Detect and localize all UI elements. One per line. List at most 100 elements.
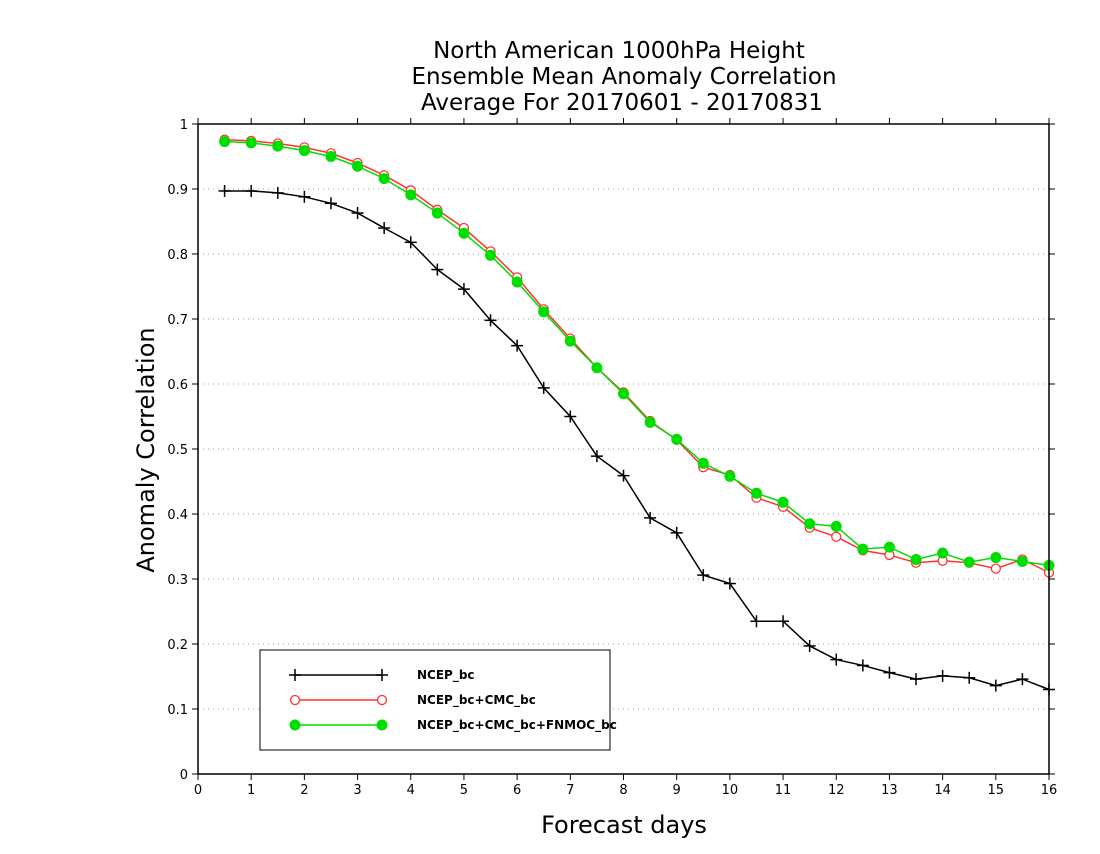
series-line — [224, 140, 1050, 567]
series-2 — [219, 134, 1055, 578]
legend: NCEP_bc NCEP_bc+CMC_bc NCEP_bc+CMC_bc+FNMO… — [259, 649, 617, 751]
legend-marker — [289, 719, 301, 731]
x-tick-label: 14 — [934, 783, 951, 798]
data-point — [325, 151, 337, 162]
data-point — [219, 136, 231, 148]
data-point — [458, 227, 470, 239]
data-point — [883, 541, 895, 553]
x-tick-label: 8 — [619, 783, 627, 798]
data-point — [750, 615, 763, 628]
legend-marker — [376, 719, 388, 731]
x-tick-label: 1 — [247, 783, 255, 798]
data-point — [405, 189, 417, 201]
data-point — [830, 653, 843, 666]
data-point — [324, 197, 337, 210]
series-3 — [219, 136, 1055, 571]
data-point — [697, 569, 710, 582]
y-tick-label: 0.7 — [167, 313, 188, 328]
y-axis-label: Anomaly Correlation — [132, 327, 160, 572]
x-tick-label: 9 — [673, 783, 681, 798]
data-point — [351, 207, 364, 220]
data-point — [883, 666, 896, 679]
data-point — [1016, 673, 1029, 686]
x-tick-label: 7 — [566, 783, 574, 798]
data-point — [856, 659, 869, 672]
data-point — [298, 145, 310, 157]
series-layer — [218, 134, 1055, 696]
data-point — [564, 335, 576, 347]
data-point — [1016, 555, 1028, 567]
x-tick-label: 12 — [828, 783, 845, 798]
data-point — [537, 381, 550, 394]
legend-marker — [289, 694, 301, 706]
y-tick-label: 0.6 — [167, 378, 188, 393]
x-tick-label: 5 — [460, 783, 468, 798]
data-point — [378, 222, 391, 234]
data-point — [591, 362, 603, 374]
gridlines — [198, 188, 1049, 710]
data-point — [803, 639, 816, 652]
y-tick-label: 0.1 — [167, 703, 188, 718]
plot-frame — [197, 123, 1050, 775]
axis-ticks: 00.10.20.30.40.50.60.70.80.910 1 2 3 4 5 6 7 8 9 1… — [167, 118, 1057, 798]
data-point — [644, 416, 656, 428]
data-point — [830, 520, 842, 532]
data-point — [989, 679, 1002, 692]
data-point — [750, 487, 762, 499]
y-tick-label: 1 — [180, 118, 188, 133]
x-tick-label: 0 — [194, 783, 202, 798]
x-tick-label: 13 — [881, 783, 898, 798]
data-point — [245, 137, 257, 149]
legend-marker — [376, 669, 388, 681]
title-line-1: North American 1000hPa Height — [433, 38, 805, 64]
legend-label: NCEP_bc+CMC_bc — [417, 693, 536, 708]
data-point — [697, 457, 709, 469]
y-tick-label: 0.2 — [167, 638, 188, 653]
data-point — [910, 673, 923, 686]
data-point — [617, 469, 630, 482]
data-point — [644, 511, 657, 524]
data-point — [218, 184, 231, 197]
y-tick-label: 0.8 — [167, 248, 188, 263]
x-axis-label: Forecast days — [541, 811, 707, 839]
data-point — [271, 186, 284, 199]
data-point — [777, 496, 789, 508]
data-point — [538, 306, 550, 318]
legend-label: NCEP_bc+CMC_bc+FNMOC_bc — [417, 718, 617, 733]
x-tick-label: 4 — [407, 783, 415, 798]
x-tick-label: 3 — [353, 783, 361, 798]
data-point — [298, 190, 311, 203]
data-point — [564, 410, 577, 423]
series-line — [224, 190, 1050, 691]
data-point — [404, 236, 417, 249]
data-point — [723, 577, 736, 590]
data-point — [590, 450, 603, 463]
x-tick-label: 11 — [775, 783, 792, 798]
y-tick-label: 0.4 — [167, 508, 188, 523]
data-point — [245, 184, 258, 197]
data-point — [671, 433, 683, 445]
data-point — [457, 283, 470, 296]
data-point — [990, 563, 1001, 574]
title-line-3: Average For 20170601 - 20170831 — [421, 90, 823, 116]
data-point — [670, 526, 683, 539]
x-tick-label: 16 — [1041, 783, 1058, 798]
data-point — [352, 160, 364, 172]
data-point — [831, 531, 842, 542]
legend-marker — [376, 694, 388, 706]
title-line-2: Ensemble Mean Anomaly Correlation — [411, 64, 836, 90]
data-point — [777, 615, 790, 628]
legend-entry: NCEP_bc+CMC_bc — [289, 693, 536, 708]
data-point — [431, 207, 443, 219]
y-tick-label: 0.3 — [167, 573, 188, 588]
data-point — [857, 543, 869, 555]
x-tick-label: 10 — [722, 783, 739, 798]
data-point — [272, 140, 284, 152]
series-1 — [218, 184, 1055, 696]
data-point — [431, 263, 444, 276]
data-point — [511, 339, 524, 352]
data-point — [511, 276, 523, 288]
y-tick-label: 0 — [180, 768, 188, 783]
